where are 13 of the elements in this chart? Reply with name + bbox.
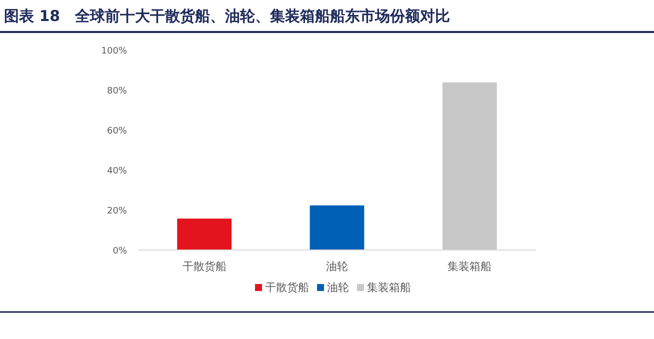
y-tick-label: 80% — [106, 86, 128, 96]
legend-label: 干散货船 — [265, 281, 309, 294]
legend-label: 油轮 — [327, 281, 349, 294]
y-tick-label: 0% — [112, 246, 128, 256]
legend-label: 集装箱船 — [367, 281, 411, 294]
x-tick-label: 集装箱船 — [448, 260, 492, 273]
y-tick-label: 40% — [106, 166, 128, 176]
x-tick-label: 干散货船 — [182, 260, 226, 273]
chart-title: 图表 18 全球前十大干散货船、油轮、集装箱船船东市场份额对比 — [4, 7, 450, 25]
x-tick-label: 油轮 — [326, 260, 348, 273]
y-tick-label: 20% — [106, 206, 128, 216]
y-tick-label: 100% — [101, 46, 128, 56]
y-tick-label: 60% — [106, 126, 128, 136]
